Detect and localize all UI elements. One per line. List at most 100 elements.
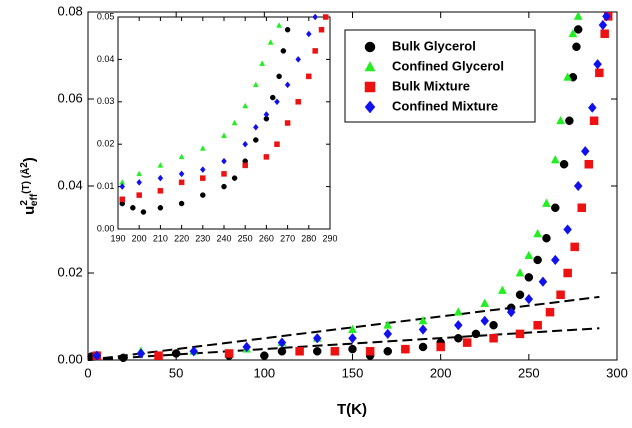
legend-marker <box>364 81 376 93</box>
data-point <box>295 347 304 356</box>
data-point <box>178 200 185 207</box>
y-tick-label: 0.04 <box>57 177 82 192</box>
data-point <box>533 255 542 265</box>
data-point <box>277 337 287 348</box>
data-point <box>136 170 143 177</box>
data-point <box>595 68 604 78</box>
data-point <box>497 285 507 294</box>
data-point <box>136 192 142 198</box>
data-point <box>556 290 565 299</box>
data-point <box>119 353 128 363</box>
data-point <box>295 99 301 105</box>
y-axis-label-part: u <box>21 206 38 215</box>
plot-frame <box>117 16 331 230</box>
x-tick-label: 240 <box>216 233 231 243</box>
data-point <box>556 115 565 125</box>
x-tick-label: 270 <box>280 233 295 243</box>
data-point <box>584 160 594 169</box>
data-point <box>221 183 227 190</box>
data-point <box>284 81 291 89</box>
data-point <box>157 205 164 211</box>
data-point <box>453 320 463 331</box>
x-tick-label: 280 <box>301 233 316 243</box>
data-point <box>242 140 249 148</box>
x-tick-label: 250 <box>238 233 253 243</box>
legend-label: Confined Mixture <box>392 98 498 113</box>
data-point <box>178 153 185 160</box>
x-tick-label: 100 <box>253 366 275 381</box>
data-point <box>454 334 463 343</box>
legend-label: Bulk Glycerol <box>392 38 476 53</box>
data-point <box>312 347 322 356</box>
x-tick-label: 260 <box>259 233 274 243</box>
data-point <box>171 349 181 358</box>
data-point <box>280 48 287 54</box>
data-point <box>570 242 579 252</box>
data-point <box>383 320 393 329</box>
data-point <box>418 315 428 325</box>
data-point <box>480 298 490 307</box>
data-point <box>242 341 252 353</box>
y-axis-label-part: ) <box>21 157 38 162</box>
data-point <box>436 342 445 352</box>
data-point <box>602 11 611 22</box>
data-point <box>589 116 599 125</box>
data-point <box>515 268 525 277</box>
data-point <box>453 307 463 316</box>
x-tick-label: 250 <box>518 366 540 381</box>
data-point <box>178 170 185 178</box>
data-point <box>418 342 428 352</box>
data-point <box>542 233 551 243</box>
data-point <box>274 141 280 147</box>
y-tick-label: 0.00 <box>97 223 115 233</box>
x-tick-label: 0 <box>84 366 91 381</box>
y-tick-label: 0.02 <box>57 264 82 279</box>
data-point <box>276 73 282 80</box>
data-point <box>559 160 569 169</box>
y-tick-label: 0.06 <box>57 90 82 105</box>
data-point <box>515 290 525 299</box>
legend-marker <box>364 100 376 114</box>
data-point <box>157 174 164 182</box>
data-point <box>277 347 287 356</box>
data-point <box>199 145 206 151</box>
data-point <box>136 178 143 186</box>
data-point <box>533 320 542 330</box>
y-axis-label: u2eff(T) (Å2) <box>19 157 40 215</box>
y-tick-label: 0.00 <box>57 351 82 366</box>
data-point <box>598 19 608 31</box>
data-point <box>600 29 609 38</box>
data-point <box>252 123 259 131</box>
data-point <box>330 347 340 356</box>
data-point <box>365 347 375 356</box>
data-point <box>295 56 302 63</box>
data-point <box>580 146 590 157</box>
data-point <box>224 349 234 358</box>
y-tick-label: 0.05 <box>97 11 115 21</box>
data-point <box>593 59 602 70</box>
x-tick-label: 210 <box>153 233 168 243</box>
data-point <box>231 119 238 126</box>
data-point <box>418 324 428 335</box>
data-point <box>506 306 516 318</box>
data-point <box>489 334 498 343</box>
x-tick-label: 190 <box>110 233 125 243</box>
data-point <box>348 324 357 333</box>
data-point <box>563 224 572 235</box>
data-point <box>157 162 164 168</box>
data-point <box>551 203 560 212</box>
data-point <box>274 98 280 106</box>
data-point <box>312 13 318 21</box>
data-point <box>157 188 164 194</box>
y-axis-label-part: (T) (Å <box>19 168 32 194</box>
data-point <box>200 192 206 198</box>
data-point <box>221 132 227 138</box>
data-point <box>221 171 227 177</box>
x-tick-label: 300 <box>606 366 628 381</box>
data-point <box>565 116 574 125</box>
data-point <box>383 328 393 340</box>
data-point <box>119 196 125 203</box>
data-point <box>253 137 259 143</box>
data-point <box>573 11 583 20</box>
